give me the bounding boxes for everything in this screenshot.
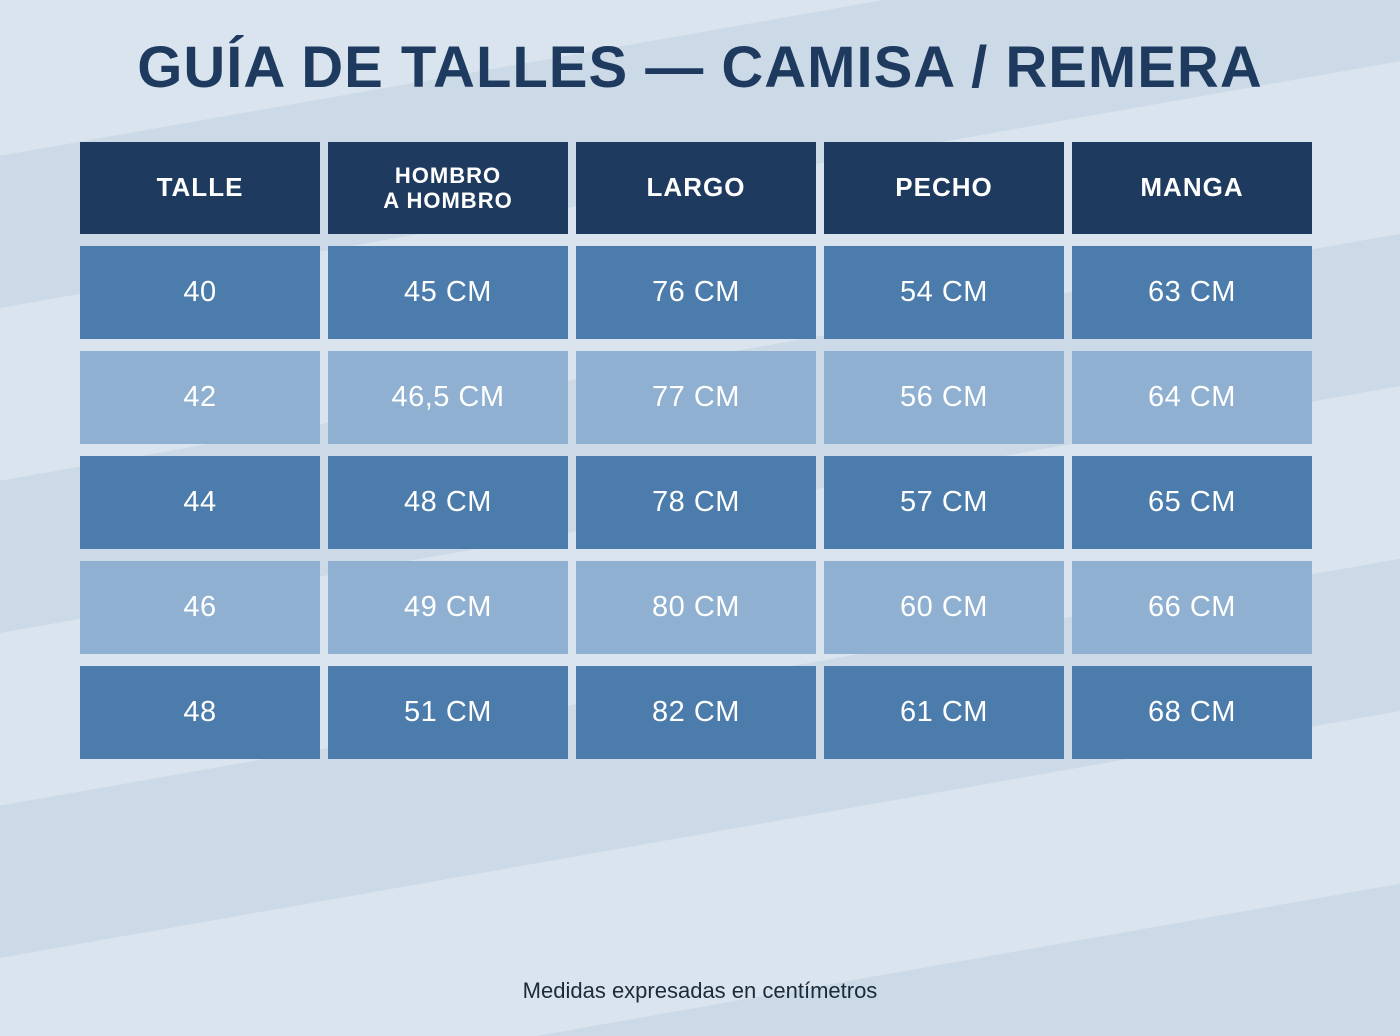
- column-header-talle: TALLE: [80, 141, 320, 234]
- table-cell: 44: [80, 455, 320, 549]
- table-cell: 40: [80, 245, 320, 339]
- table-cell: 48 CM: [328, 455, 568, 549]
- table-cell: 45 CM: [328, 245, 568, 339]
- table-cell: 60 CM: [824, 560, 1064, 654]
- column-header-hombro: HOMBRO A HOMBRO: [328, 141, 568, 234]
- table-cell: 46: [80, 560, 320, 654]
- table-cell: 66 CM: [1072, 560, 1312, 654]
- page-title: GUÍA DE TALLES — CAMISA / REMERA: [137, 35, 1263, 100]
- footer-note: Medidas expresadas en centímetros: [522, 978, 878, 1003]
- table-cell: 77 CM: [576, 350, 816, 444]
- table-cell: 76 CM: [576, 245, 816, 339]
- table-cell: 56 CM: [824, 350, 1064, 444]
- table-cell: 63 CM: [1072, 245, 1312, 339]
- table-cell: 68 CM: [1072, 665, 1312, 759]
- column-header-manga: MANGA: [1072, 141, 1312, 234]
- table-cell: 61 CM: [824, 665, 1064, 759]
- table-cell: 65 CM: [1072, 455, 1312, 549]
- column-header-largo: LARGO: [576, 141, 816, 234]
- column-header-pecho: PECHO: [824, 141, 1064, 234]
- table-cell: 54 CM: [824, 245, 1064, 339]
- table-cell: 64 CM: [1072, 350, 1312, 444]
- table-cell: 78 CM: [576, 455, 816, 549]
- table-cell: 46,5 CM: [328, 350, 568, 444]
- table-cell: 49 CM: [328, 560, 568, 654]
- table-cell: 48: [80, 665, 320, 759]
- table-cell: 51 CM: [328, 665, 568, 759]
- table-cell: 82 CM: [576, 665, 816, 759]
- table-cell: 57 CM: [824, 455, 1064, 549]
- size-guide-table: TALLE HOMBRO A HOMBRO LARGO PECHO MANGA …: [80, 141, 1312, 759]
- table-cell: 42: [80, 350, 320, 444]
- table-cell: 80 CM: [576, 560, 816, 654]
